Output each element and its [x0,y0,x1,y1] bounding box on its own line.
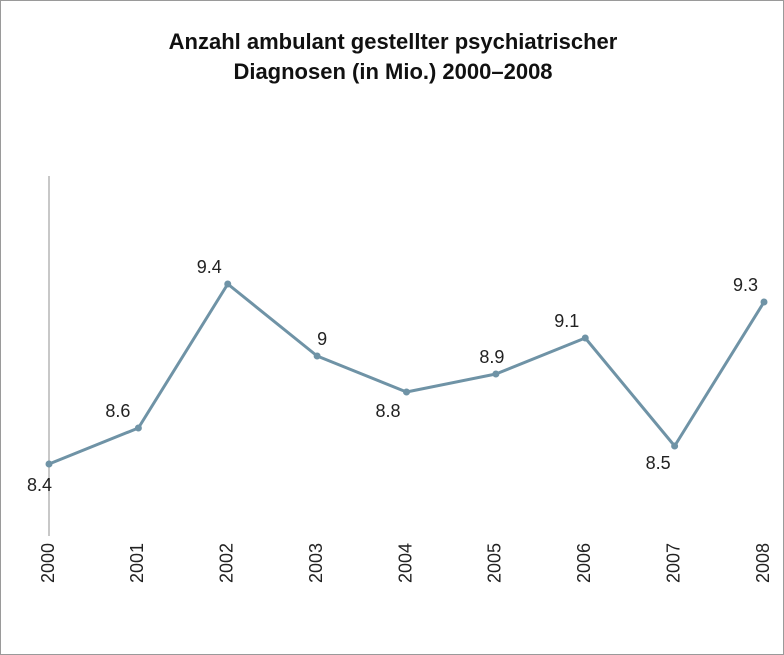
x-tick-label: 2007 [663,543,683,583]
x-tick-label: 2003 [306,543,326,583]
data-label: 9.3 [733,275,758,295]
data-label: 8.4 [27,475,52,495]
data-point [403,388,410,396]
chart-title: Anzahl ambulant gestellter psychiatrisch… [168,29,618,84]
x-tick-label: 2006 [574,543,594,583]
data-point [313,352,321,360]
data-point [492,370,500,378]
data-label: 9 [317,329,327,349]
x-tick-label: 2008 [753,543,773,583]
data-line [48,282,766,466]
data-label: 8.6 [105,401,130,421]
data-point [760,298,768,306]
data-point [224,280,232,288]
data-label: 9.4 [197,257,222,277]
data-label: 8.9 [479,347,504,367]
data-point [45,460,53,468]
x-tick-label: 2004 [395,543,415,583]
data-point [671,442,679,450]
data-label: 8.5 [646,453,671,473]
data-point [581,334,589,342]
x-tick-label: 2000 [38,543,58,583]
data-label: 8.8 [375,401,400,421]
data-point [134,424,142,432]
x-tick-label: 2005 [485,543,505,583]
x-tick-label: 2002 [217,543,237,583]
data-label: 9.1 [554,311,579,331]
x-tick-label: 2001 [127,543,147,583]
